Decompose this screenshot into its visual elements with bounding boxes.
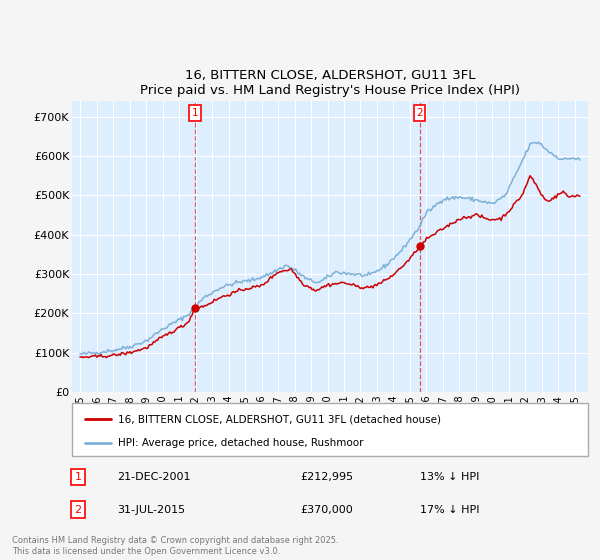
Text: 13% ↓ HPI: 13% ↓ HPI <box>420 472 479 482</box>
Text: 21-DEC-2001: 21-DEC-2001 <box>117 472 191 482</box>
Title: 16, BITTERN CLOSE, ALDERSHOT, GU11 3FL
Price paid vs. HM Land Registry's House P: 16, BITTERN CLOSE, ALDERSHOT, GU11 3FL P… <box>140 69 520 97</box>
Text: 1: 1 <box>74 472 82 482</box>
Text: £212,995: £212,995 <box>300 472 353 482</box>
Text: 16, BITTERN CLOSE, ALDERSHOT, GU11 3FL (detached house): 16, BITTERN CLOSE, ALDERSHOT, GU11 3FL (… <box>118 414 442 424</box>
FancyBboxPatch shape <box>72 403 588 456</box>
Text: HPI: Average price, detached house, Rushmoor: HPI: Average price, detached house, Rush… <box>118 438 364 448</box>
Text: 2: 2 <box>74 505 82 515</box>
Text: 2: 2 <box>416 108 423 118</box>
Text: 17% ↓ HPI: 17% ↓ HPI <box>420 505 479 515</box>
Text: Contains HM Land Registry data © Crown copyright and database right 2025.
This d: Contains HM Land Registry data © Crown c… <box>12 536 338 556</box>
Text: 1: 1 <box>192 108 199 118</box>
Text: £370,000: £370,000 <box>300 505 353 515</box>
Text: 31-JUL-2015: 31-JUL-2015 <box>117 505 185 515</box>
